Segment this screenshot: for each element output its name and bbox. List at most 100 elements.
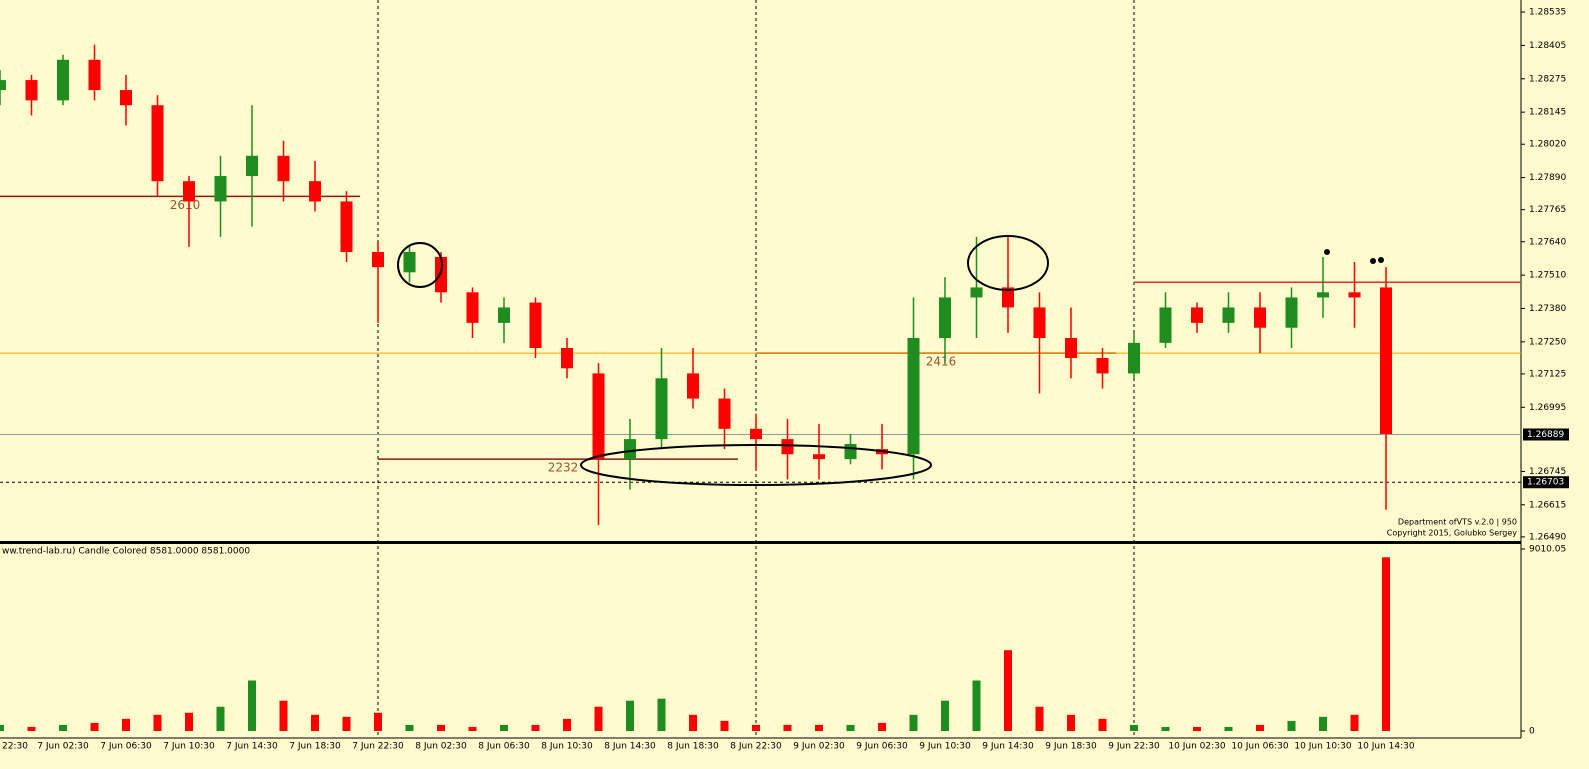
candle-body <box>498 307 510 323</box>
candle-body <box>1065 337 1077 359</box>
y-tick-label: 1.27765 <box>1529 205 1566 215</box>
candle-body <box>592 373 605 460</box>
x-tick-label: 8 Jun 14:30 <box>604 742 656 752</box>
volume-bar <box>216 706 225 731</box>
volume-bar <box>531 724 540 731</box>
volume-bar <box>27 726 36 731</box>
volume-bar <box>720 720 729 731</box>
candle-body <box>0 80 6 91</box>
volume-bar <box>405 724 414 731</box>
y-tick-label: 1.27250 <box>1529 337 1566 347</box>
candle-body <box>1033 307 1046 338</box>
volume-bar <box>374 712 382 731</box>
candle-body <box>1285 297 1298 328</box>
volume-bar <box>279 700 288 731</box>
volume-bar <box>122 718 130 731</box>
candle-body <box>907 337 920 455</box>
candle-body <box>1380 287 1392 434</box>
candle-body <box>1128 342 1140 374</box>
y-tick-label: 1.26995 <box>1529 403 1566 413</box>
volume-bar <box>342 716 351 731</box>
x-tick-label: 8 Jun 02:30 <box>415 742 467 752</box>
x-tick-label: 8 Jun 18:30 <box>667 742 719 752</box>
x-tick-label: 8 Jun 22:30 <box>730 742 782 752</box>
y-tick-label: 1.27125 <box>1529 369 1566 379</box>
profile-label: 2232 <box>548 461 579 475</box>
y-tick-label: 1.26615 <box>1529 500 1566 510</box>
candle-body <box>750 428 762 440</box>
x-tick-label: 10 Jun 06:30 <box>1231 742 1288 752</box>
x-tick-label: 7 Jun 10:30 <box>163 742 215 752</box>
candle-body <box>1254 307 1266 328</box>
candle-body <box>277 155 290 182</box>
candle-body <box>939 297 951 338</box>
candle-body <box>687 373 699 399</box>
x-tick-label: 7 Jun 14:30 <box>226 742 278 752</box>
candle-body <box>529 302 542 349</box>
panel-divider <box>0 541 1521 544</box>
volume-bar <box>153 714 162 731</box>
marker-dot <box>1324 249 1330 255</box>
volume-bar <box>1161 726 1170 731</box>
candle-body <box>844 443 857 460</box>
volume-bar <box>90 722 99 731</box>
volume-tick-label: 0 <box>1529 727 1535 737</box>
annotation-circle <box>967 235 1049 291</box>
candle-body <box>1002 287 1014 308</box>
x-tick-label: 9 Jun 10:30 <box>919 742 971 752</box>
volume-bar <box>752 724 760 731</box>
volume-bar <box>1193 726 1201 731</box>
volume-bar <box>1256 724 1264 731</box>
y-tick-label: 1.26490 <box>1529 532 1566 542</box>
price-label: 1.26889 <box>1527 430 1564 440</box>
note: Copyright 2015, Golubko Sergey <box>1387 529 1517 538</box>
y-tick-label: 1.27640 <box>1529 237 1566 247</box>
x-tick-label: 9 Jun 02:30 <box>793 742 845 752</box>
candle-body <box>561 348 573 369</box>
candle-body <box>151 105 164 182</box>
indicator-title: ww.trend-lab.ru) Candle Colored 8581.000… <box>2 547 250 557</box>
volume-bar <box>909 714 918 731</box>
candle-body <box>655 378 668 440</box>
candle-body <box>1348 292 1361 298</box>
candle-body <box>970 287 983 298</box>
candle-body <box>1096 358 1109 374</box>
price-label-box <box>1523 428 1569 441</box>
volume-bar <box>248 680 256 731</box>
x-tick-label: 7 Jun 02:30 <box>37 742 89 752</box>
volume-bar <box>185 712 193 731</box>
x-tick-label: 10 Jun 14:30 <box>1357 742 1414 752</box>
y-tick-label: 1.28405 <box>1529 41 1566 51</box>
volume-bar <box>1287 720 1296 731</box>
candle-body <box>120 90 132 106</box>
volume-bar <box>594 706 603 731</box>
volume-bar <box>783 724 792 731</box>
candle-body <box>1191 307 1203 323</box>
x-tick-label: 9 Jun 06:30 <box>856 742 908 752</box>
candle-body <box>25 80 38 101</box>
candle-body <box>813 454 825 460</box>
candle-body <box>183 181 195 202</box>
candle-body <box>624 439 636 460</box>
marker-dot <box>1378 257 1384 263</box>
x-tick-label: 8 Jun 10:30 <box>541 742 593 752</box>
x-tick-label: 8 Jun 06:30 <box>478 742 530 752</box>
marker-dot <box>1370 258 1376 264</box>
volume-bar <box>846 724 855 731</box>
volume-bar <box>1004 650 1012 731</box>
volume-bar <box>500 724 508 731</box>
volume-bar <box>1224 726 1233 731</box>
x-tick-label: 10 Jun 10:30 <box>1294 742 1351 752</box>
price-label-box <box>1523 476 1569 489</box>
volume-bar <box>689 714 697 731</box>
y-tick-label: 1.28145 <box>1529 108 1566 118</box>
volume-bar <box>1067 714 1075 731</box>
volume-bar <box>59 724 67 731</box>
candle-body <box>372 252 384 268</box>
volume-bar <box>1130 724 1138 731</box>
volume-bar <box>1382 557 1390 731</box>
candle-body <box>57 59 69 101</box>
volume-bar <box>1350 714 1359 731</box>
candle-body <box>403 252 416 273</box>
y-tick-label: 1.28535 <box>1529 8 1566 18</box>
